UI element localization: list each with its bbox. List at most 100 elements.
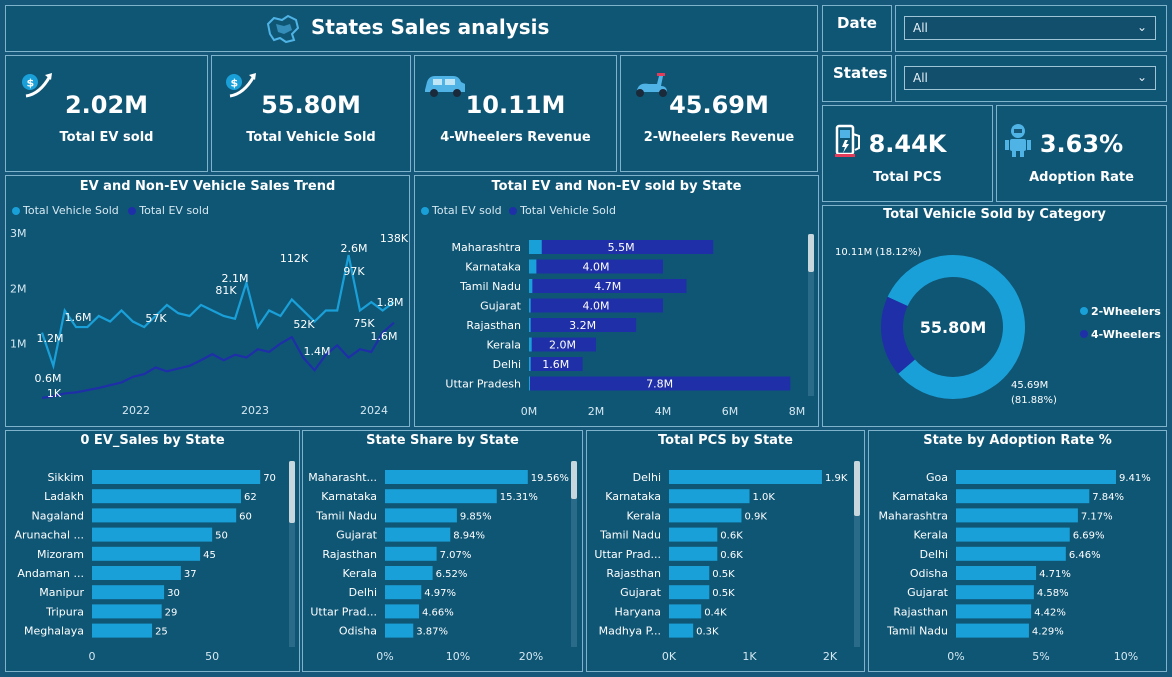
svg-text:$: $ — [231, 77, 239, 90]
category-label: Tamil Nadu — [459, 280, 521, 293]
data-label: 60 — [239, 511, 252, 522]
data-label: 70 — [263, 473, 276, 484]
bar-total-ev — [529, 259, 537, 274]
date-dropdown[interactable]: All ⌄ — [904, 16, 1156, 40]
data-label: 4.42% — [1034, 607, 1066, 618]
scrollbar[interactable] — [808, 234, 814, 396]
data-label: 1.6M — [65, 311, 92, 324]
data-label: 19.56% — [531, 473, 569, 484]
scrollbar[interactable] — [854, 461, 860, 647]
data-label: 50 — [215, 531, 228, 542]
category-label: Maharashtra — [879, 509, 949, 522]
category-label: Nagaland — [32, 509, 84, 522]
kpi-total-pcs: 8.44K Total PCS — [822, 105, 993, 202]
states-dropdown-value: All — [913, 71, 928, 85]
y-tick-label: 3M — [10, 227, 27, 240]
kpi-total-ev-sold: $ 2.02M Total EV sold — [5, 55, 208, 172]
bar — [385, 566, 433, 580]
dollar-growth-icon: $ — [22, 73, 52, 98]
slice-label: 10.11M (18.12%) — [835, 247, 921, 258]
data-label: 4.97% — [424, 588, 456, 599]
data-label: 4.58% — [1037, 588, 1069, 599]
x-tick-label: 2022 — [122, 404, 150, 417]
date-label-panel: Date — [822, 5, 892, 52]
data-label: 1.8M — [377, 296, 404, 309]
svg-text:$: $ — [27, 77, 35, 90]
header-panel: States Sales analysis — [5, 5, 818, 52]
bar — [669, 546, 718, 561]
chevron-down-icon: ⌄ — [1136, 70, 1147, 84]
bar — [669, 604, 702, 619]
bar-total-vehicle — [529, 318, 637, 332]
category-label: Haryana — [615, 605, 662, 618]
category-label: Kerala — [627, 509, 662, 522]
bar-total-vehicle — [529, 376, 791, 391]
states-filter-label: States — [833, 64, 888, 82]
data-label: 9.41% — [1119, 473, 1151, 484]
category-label: Odisha — [910, 567, 948, 580]
data-label: 15.31% — [500, 492, 538, 503]
scrollbar-thumb[interactable] — [289, 461, 295, 523]
category-label: Karnataka — [465, 261, 521, 274]
scrollbar-thumb[interactable] — [854, 461, 860, 516]
data-label: 37 — [184, 569, 197, 580]
scrollbar[interactable] — [571, 461, 577, 647]
data-label: 5.5M — [608, 241, 635, 254]
category-label: Uttar Prad... — [310, 605, 377, 618]
legend-marker — [1080, 307, 1088, 315]
legend-label: Total Vehicle Sold — [23, 204, 119, 217]
legend-marker-total-vehicle — [12, 207, 20, 215]
category-label: Kerala — [343, 567, 378, 580]
bar — [92, 527, 213, 542]
kpi-4-wheelers-revenue: 10.11M 4-Wheelers Revenue — [414, 55, 617, 172]
category-label: Uttar Prad... — [594, 548, 661, 561]
state-sales-panel: Total EV and Non-EV sold by State Total … — [414, 175, 819, 427]
bar — [956, 470, 1116, 484]
bar — [669, 585, 710, 600]
category-label: Tamil Nadu — [599, 529, 661, 542]
data-label: 2.0M — [549, 339, 576, 352]
bar-total-ev — [529, 240, 542, 254]
bar — [92, 508, 237, 523]
data-label: 1.0K — [753, 492, 776, 503]
line-chart: 1M 2M 3M 2022 2023 2024 1.2M 0.6M 1K 1.6M 57K 2.1M8… — [10, 227, 409, 417]
data-label: 1.9K — [825, 473, 848, 484]
data-label: 81K — [215, 284, 237, 297]
hbar-chart: Maharasht... 19.56% Karnataka 15.31% Tamil N… — [308, 470, 569, 663]
data-label: 45 — [203, 550, 216, 561]
bar — [92, 604, 162, 619]
scrollbar[interactable] — [289, 461, 295, 647]
x-tick-label: 0% — [376, 650, 393, 663]
bar-total-ev — [529, 279, 533, 293]
scrollbar-thumb[interactable] — [808, 234, 814, 272]
y-tick-label: 1M — [10, 338, 27, 351]
kpi-label: Adoption Rate — [1029, 170, 1134, 185]
kpi-adoption-rate: 3.63% Adoption Rate — [996, 105, 1167, 202]
chart-title: 0 EV_Sales by State — [80, 433, 225, 448]
category-label: Maharasht... — [308, 471, 377, 484]
scrollbar-thumb[interactable] — [571, 461, 577, 499]
x-tick-label: 50 — [205, 650, 219, 663]
series-line — [40, 254, 395, 370]
states-dropdown[interactable]: All ⌄ — [904, 66, 1156, 90]
category-label: Sikkim — [47, 471, 84, 484]
car-icon — [425, 76, 465, 97]
state-bar-chart: Maharashtra 5.5M Karnataka 4.0M Tamil Nadu 4.… — [445, 240, 805, 418]
legend-label: 4-Wheelers — [1091, 328, 1161, 341]
data-label: 8.94% — [453, 531, 485, 542]
legend-label: Total EV sold — [139, 204, 209, 217]
category-label: Gujarat — [907, 586, 949, 599]
data-label: 62 — [244, 492, 257, 503]
data-label: 7.84% — [1092, 492, 1124, 503]
bar — [956, 623, 1029, 638]
date-dropdown-value: All — [913, 21, 928, 35]
zero-ev-sales-panel: 0 EV_Sales by State Sikkim 70 Ladakh 62 Naga… — [5, 430, 300, 672]
bar-total-vehicle — [529, 298, 663, 313]
bar — [669, 508, 742, 523]
category-label: Odisha — [339, 625, 377, 638]
kpi-value: 10.11M — [465, 91, 566, 119]
bar — [385, 585, 422, 600]
category-label: Goa — [926, 471, 948, 484]
data-label: 57K — [145, 312, 167, 325]
sales-trend-panel: EV and Non-EV Vehicle Sales Trend Total … — [5, 175, 410, 427]
